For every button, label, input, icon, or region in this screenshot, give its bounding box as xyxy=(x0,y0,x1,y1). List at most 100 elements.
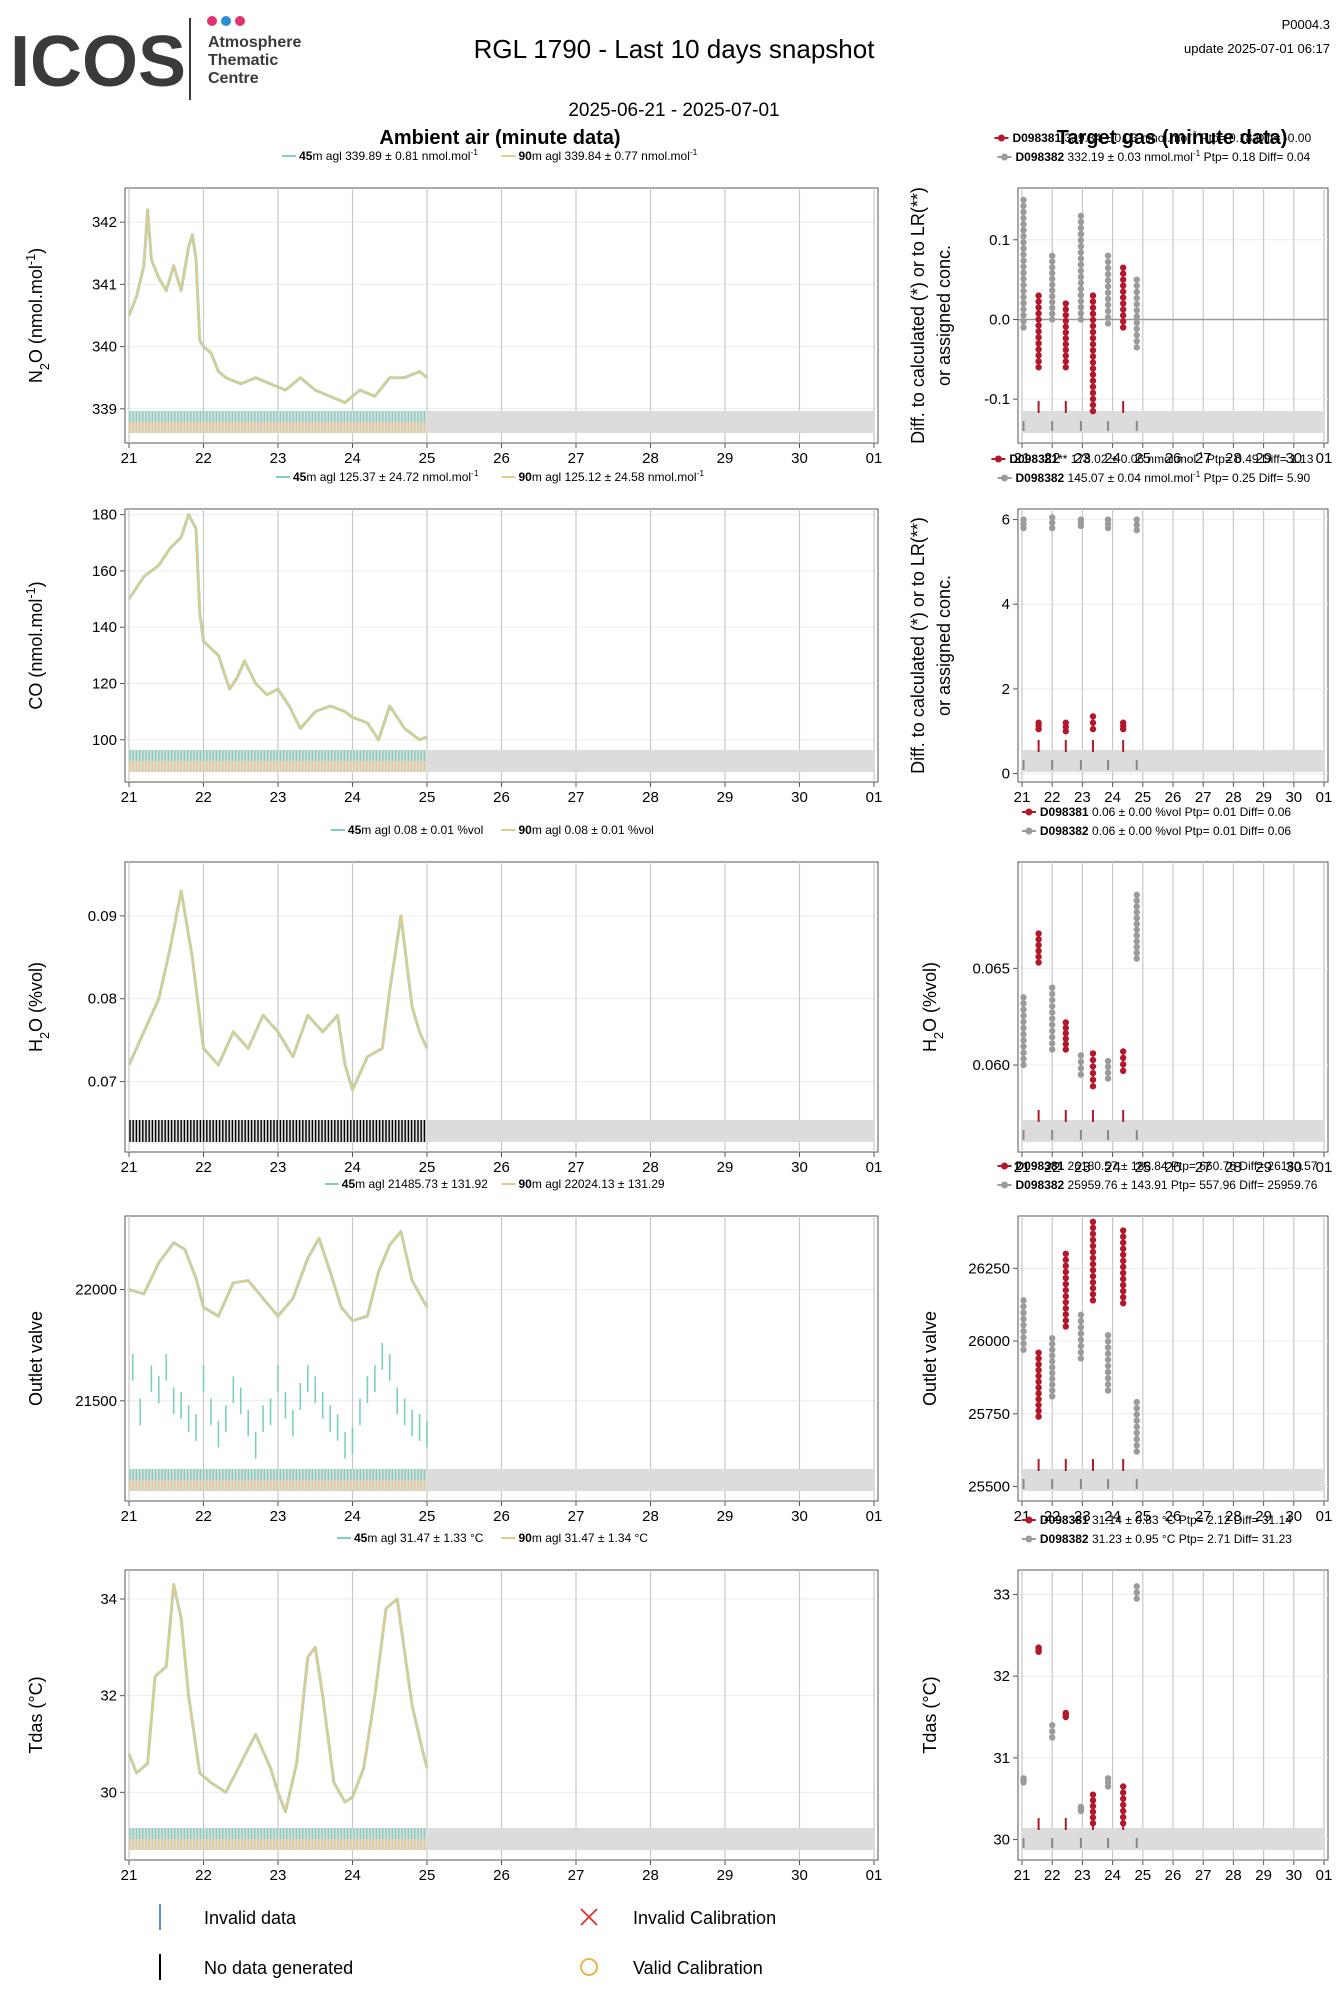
status-band xyxy=(129,1828,874,1850)
x-tick-label: 26 xyxy=(1165,1159,1182,1176)
target-point-D098381 xyxy=(1089,341,1097,348)
target-point-D098381 xyxy=(1062,358,1069,365)
target-point-D098382 xyxy=(1077,1311,1085,1319)
x-tick-label: 23 xyxy=(1074,1159,1091,1176)
legend-swatch-dot xyxy=(1001,1181,1008,1189)
target-point-D098382 xyxy=(1133,288,1140,296)
target-point-D098381 xyxy=(1089,1291,1097,1298)
y-tick-label: 0.1 xyxy=(989,232,1010,249)
target-point-D098381 xyxy=(1119,270,1127,277)
target-point-D098382 xyxy=(1104,307,1112,315)
target-point-D098381 xyxy=(1119,1801,1127,1809)
target-point-D098382 xyxy=(1020,287,1027,295)
target-point-D098382 xyxy=(1104,1069,1112,1076)
x-tick-label: 29 xyxy=(1255,1508,1272,1525)
ambient-column-title: Ambient air (minute data) xyxy=(379,127,620,149)
target-point-D098382 xyxy=(1049,269,1056,277)
target-point-D098382 xyxy=(1133,1436,1140,1443)
target-point-D098382 xyxy=(1020,251,1027,258)
chart-panel-n2o-target: -0.1 0.0 0.1 21 22 23 24 25 26 27 28 29 30 01 Diff. to… xyxy=(908,129,1332,467)
legend-swatch-dot xyxy=(1025,1516,1033,1524)
target-point-D098382 xyxy=(1133,938,1140,945)
target-point-D098382 xyxy=(1133,301,1140,308)
target-point-D098382 xyxy=(1049,1040,1056,1047)
target-point-D098381 xyxy=(1089,322,1097,330)
target-point-D098382 xyxy=(1049,1358,1056,1365)
target-point-D098381 xyxy=(1062,1024,1069,1032)
target-point-D098382 xyxy=(1049,1381,1056,1388)
target-point-D098381 xyxy=(1035,340,1042,347)
target-point-D098381 xyxy=(1089,713,1097,720)
target-point-D098381 xyxy=(1119,264,1127,271)
target-point-D098382 xyxy=(1133,526,1140,534)
target-point-D098382 xyxy=(1020,1321,1027,1329)
x-tick-label: 23 xyxy=(270,789,287,806)
logo-subtitle: Centre xyxy=(208,70,259,87)
legend-h2o-ambient: 45m agl 0.08 ± 0.01 %vol 90m agl 0.08 ± 0… xyxy=(330,823,654,837)
target-point-D098382 xyxy=(1020,1012,1027,1019)
target-point-D098381 xyxy=(1035,1378,1042,1385)
y-tick-label: 25500 xyxy=(968,1478,1010,1495)
target-point-D098381 xyxy=(1062,1323,1069,1330)
target-point-D098382 xyxy=(1104,1057,1112,1065)
target-point-D098382 xyxy=(1077,1058,1085,1065)
legend-entry: 90m agl 0.08 ± 0.01 %vol xyxy=(519,823,654,837)
target-point-D098381 xyxy=(1089,395,1097,403)
target-point-D098381 xyxy=(1062,317,1069,325)
status-band xyxy=(129,411,874,433)
x-tick-label: 28 xyxy=(642,789,659,806)
valid-calibration-icon xyxy=(580,1958,598,1976)
target-point-D098382 xyxy=(1020,208,1027,216)
target-point-D098382 xyxy=(1049,1340,1056,1348)
chart-panel-outlet-ambient: 21500 22000 21 22 23 24 25 26 27 28 29 30 01 Outlet v… xyxy=(26,1177,882,1525)
x-tick-label: 25 xyxy=(1134,1508,1151,1525)
target-point-D098382 xyxy=(1104,301,1112,309)
target-point-D098382 xyxy=(1077,224,1085,232)
status-band xyxy=(1022,750,1324,772)
x-tick-label: 26 xyxy=(493,1867,510,1884)
legend-entry: D098381 339.34 ± 0.03 nmol.mol-1 Ptp= 0.… xyxy=(1012,129,1311,145)
target-point-D098382 xyxy=(1020,516,1027,523)
x-tick-label: 27 xyxy=(568,450,585,467)
x-tick-label: 22 xyxy=(1044,450,1061,467)
target-point-D098382 xyxy=(1020,324,1027,331)
legend-co-ambient: 45m agl 125.37 ± 24.72 nmol.mol-1 90m agl… xyxy=(276,468,704,484)
x-tick-label: 24 xyxy=(1104,450,1121,467)
legend-entry: 90m agl 22024.13 ± 131.29 xyxy=(519,1177,665,1191)
target-point-D098382 xyxy=(1133,294,1140,302)
target-point-D098382 xyxy=(1020,1049,1027,1056)
y-tick-label: 30 xyxy=(993,1832,1010,1849)
target-point-D098381 xyxy=(1062,300,1069,307)
x-tick-label: 29 xyxy=(1255,1867,1272,1884)
target-point-D098382 xyxy=(1020,1315,1027,1323)
x-tick-label: 01 xyxy=(866,1508,883,1525)
target-point-D098382 xyxy=(1104,1350,1112,1357)
series-90m-line xyxy=(128,1230,428,1322)
legend-swatch-dot xyxy=(997,134,1005,142)
target-point-D098381 xyxy=(1119,1281,1127,1289)
target-point-D098381 xyxy=(1035,304,1042,311)
target-point-D098382 xyxy=(1133,1417,1140,1424)
target-point-D098381 xyxy=(1119,1820,1127,1827)
target-point-D098382 xyxy=(1020,275,1027,283)
target-point-D098381 xyxy=(1089,1266,1097,1274)
target-point-D098381 xyxy=(1089,377,1097,384)
target-point-D098381 xyxy=(1089,1254,1097,1262)
x-tick-label: 30 xyxy=(791,1159,808,1176)
target-point-D098382 xyxy=(1020,281,1027,289)
target-point-D098382 xyxy=(1104,1375,1112,1382)
target-point-D098381 xyxy=(1035,1396,1042,1403)
x-tick-label: 23 xyxy=(1074,450,1091,467)
target-point-D098382 xyxy=(1077,261,1085,268)
target-point-D098381 xyxy=(1035,953,1042,960)
target-point-D098381 xyxy=(1089,304,1097,311)
target-point-D098381 xyxy=(1119,1287,1127,1295)
y-axis-label: or assigned conc. xyxy=(934,245,954,386)
y-tick-label: 160 xyxy=(92,563,117,580)
target-point-D098381 xyxy=(1089,407,1097,415)
target-point-D098382 xyxy=(1049,1033,1056,1041)
target-point-D098381 xyxy=(1119,1227,1127,1234)
target-point-D098382 xyxy=(1077,1052,1085,1059)
x-tick-label: 29 xyxy=(717,1867,734,1884)
target-point-D098381 xyxy=(1119,1807,1127,1815)
